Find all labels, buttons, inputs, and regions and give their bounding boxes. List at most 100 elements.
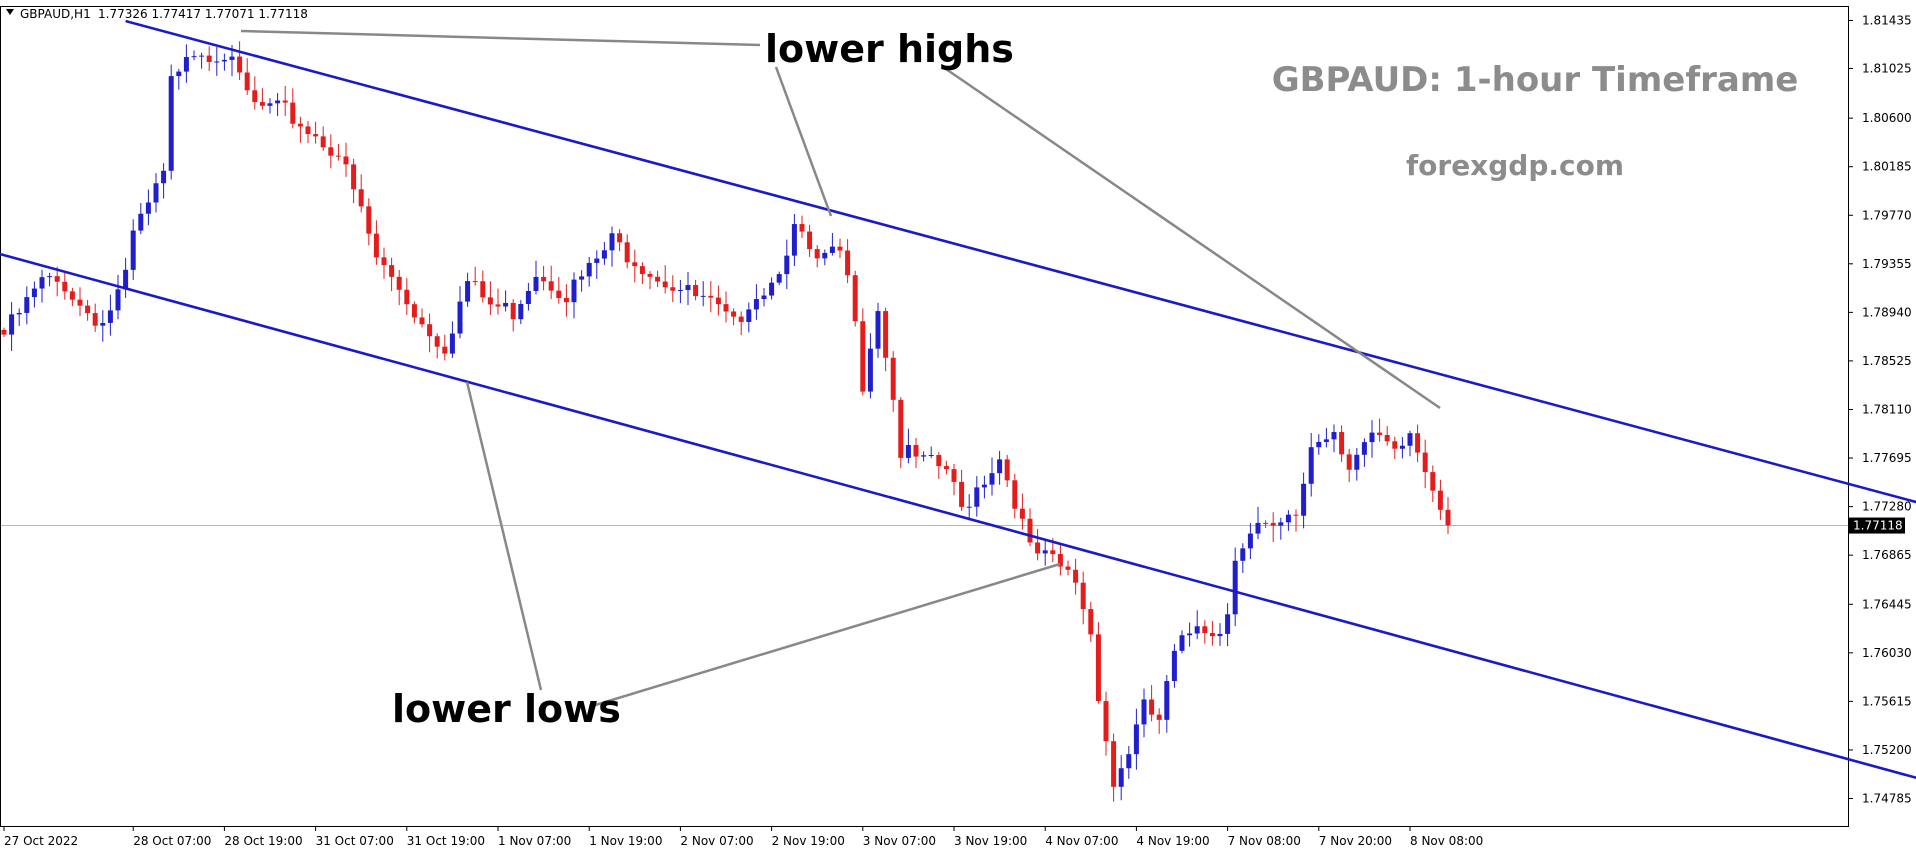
candle-bear [541, 276, 547, 282]
candle-bull [115, 289, 121, 311]
candle-bull [700, 295, 706, 297]
candle-bull [457, 301, 463, 334]
pointer-lower-lows-1 [465, 381, 543, 691]
candle-bull [1361, 442, 1367, 455]
candle-bear [1073, 569, 1079, 583]
candle-bull [168, 76, 174, 171]
candle-bull [47, 276, 53, 278]
candle-bull [503, 302, 509, 307]
candle-bear [837, 246, 843, 251]
candle-bear [1263, 522, 1269, 524]
y-tick-label: 1.78940 [1862, 305, 1912, 319]
candle-bull [594, 258, 600, 263]
candle-bear [411, 304, 417, 318]
candle-bear [1103, 701, 1109, 742]
candle-bull [1141, 699, 1147, 725]
candle-bear [389, 265, 395, 277]
candle-bear [442, 346, 448, 354]
candle-bull [784, 255, 790, 275]
candle-bear [206, 55, 212, 62]
candle-bull [685, 285, 691, 291]
candle-bear [1027, 518, 1033, 543]
candle-bull [1399, 445, 1405, 449]
candle-bull [753, 299, 759, 310]
candle-bear [883, 311, 889, 358]
candle-bull [161, 170, 167, 184]
time-axis[interactable]: 27 Oct 2022 28 Oct 07:00 28 Oct 19:00 31 Oc… [3, 826, 1483, 848]
candle-bear [1065, 566, 1071, 570]
chart-header: GBPAUD,H1 1.77326 1.77417 1.77071 1.7711… [6, 7, 308, 21]
label-lower-lows: lower lows [392, 687, 621, 731]
candle-bull [1179, 635, 1185, 651]
candle-bear [1004, 459, 1010, 481]
channel-upper-line[interactable] [125, 19, 1916, 525]
candle-bear [85, 305, 91, 314]
channel-lower-line[interactable] [0, 247, 1916, 802]
current-price-badge: 1.77118 [1849, 517, 1905, 534]
candle-bear [404, 289, 410, 305]
candle-bear [799, 224, 805, 232]
y-tick-label: 1.78110 [1862, 402, 1912, 416]
candle-bear [1156, 714, 1162, 720]
candle-bear [472, 281, 478, 283]
header-dropdown-icon[interactable] [6, 9, 14, 15]
candle-bear [1050, 550, 1056, 555]
candle-bear [290, 102, 296, 124]
candle-bull [746, 309, 752, 322]
candle-bear [943, 466, 949, 470]
candle-bull [776, 274, 782, 283]
candle-bear [1, 329, 7, 335]
candle-bear [328, 147, 334, 156]
candle-bear [556, 290, 562, 299]
candle-bull [769, 282, 775, 296]
candle-bear [244, 72, 250, 91]
candle-bull [867, 348, 873, 392]
candle-bull [1217, 633, 1223, 637]
x-tick-label: 4 Nov 07:00 [1045, 834, 1118, 848]
y-tick-label: 1.74785 [1862, 792, 1912, 806]
candle-bull [183, 57, 189, 72]
candle-bear [313, 134, 319, 137]
candle-bull [214, 61, 220, 63]
plot-frame [0, 6, 1849, 827]
candle-bull [829, 246, 835, 253]
candle-bull [9, 314, 15, 335]
candle-bear [624, 242, 630, 263]
x-tick-label: 2 Nov 07:00 [680, 834, 753, 848]
pointer-lower-lows-2 [591, 562, 1061, 708]
candle-bear [731, 311, 737, 317]
candle-bull [518, 303, 524, 320]
candle-bull [921, 455, 927, 457]
candle-bull [1187, 633, 1193, 636]
candle-bull [31, 288, 37, 298]
candle-bear [860, 321, 866, 392]
candle-bear [305, 126, 311, 135]
candle-bull [533, 276, 539, 291]
price-axis[interactable]: 1.81435 1.81025 1.80600 1.80185 1.79770 1.793… [1848, 13, 1912, 806]
candle-bear [358, 189, 364, 207]
candle-bear [282, 100, 288, 103]
candle-bear [1415, 433, 1421, 453]
candle-bull [761, 295, 767, 300]
candle-bear [69, 291, 75, 300]
x-tick-label: 1 Nov 07:00 [498, 834, 571, 848]
candle-bear [1430, 472, 1436, 491]
candle-bear [670, 287, 676, 291]
candle-bear [548, 281, 554, 291]
candle-bear [237, 56, 243, 73]
candle-bull [1171, 650, 1177, 682]
candle-bear [259, 102, 265, 106]
candle-bull [1301, 483, 1307, 516]
candle-bull [153, 183, 159, 203]
candle-bull [138, 213, 144, 231]
candle-bull [905, 445, 911, 458]
pointer-lower-highs-2 [774, 66, 833, 217]
watermark-title: GBPAUD: 1-hour Timeframe [1272, 60, 1799, 100]
candle-bear [647, 273, 653, 277]
x-tick-label: 4 Nov 19:00 [1136, 834, 1209, 848]
x-tick-label: 28 Oct 07:00 [133, 834, 211, 848]
y-tick-label: 1.81435 [1862, 13, 1912, 27]
